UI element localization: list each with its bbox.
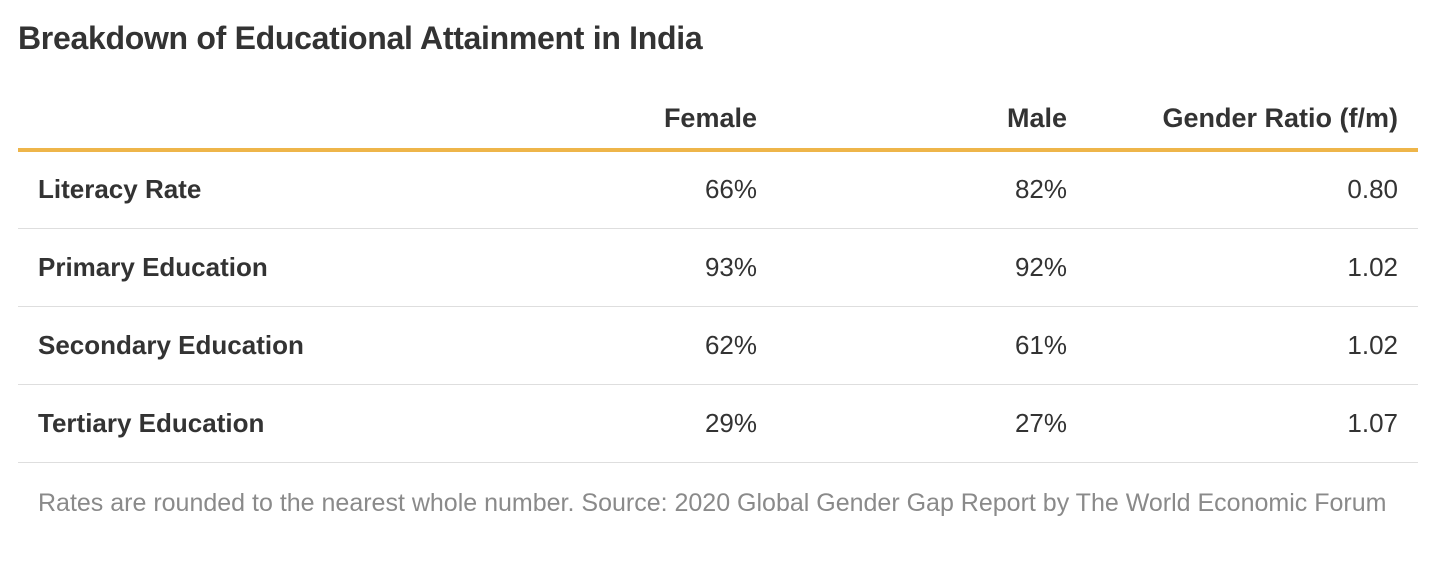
female-value: 29% <box>638 384 777 463</box>
male-value: 82% <box>777 150 1087 229</box>
source-note: Rates are rounded to the nearest whole n… <box>38 488 1387 517</box>
male-value: 27% <box>777 384 1087 463</box>
ratio-value: 1.02 <box>1087 306 1418 385</box>
table-row: Secondary Education 62% 61% 1.02 <box>18 306 1418 385</box>
ratio-value: 1.07 <box>1087 384 1418 463</box>
table-chart: Breakdown of Educational Attainment in I… <box>18 0 1418 521</box>
male-value: 92% <box>777 228 1087 307</box>
female-value: 66% <box>638 150 777 229</box>
attainment-table: Female Male Gender Ratio (f/m) Literacy … <box>18 94 1418 463</box>
chart-title: Breakdown of Educational Attainment in I… <box>18 20 703 56</box>
row-label: Primary Education <box>18 228 638 307</box>
table-row: Primary Education 93% 92% 1.02 <box>18 228 1418 307</box>
ratio-value: 0.80 <box>1087 150 1418 229</box>
male-value: 61% <box>777 306 1087 385</box>
column-header-male: Male <box>777 94 1087 152</box>
female-value: 93% <box>638 228 777 307</box>
column-header-label <box>18 94 638 152</box>
ratio-value: 1.02 <box>1087 228 1418 307</box>
table-header-row: Female Male Gender Ratio (f/m) <box>18 94 1418 152</box>
column-header-gender-ratio: Gender Ratio (f/m) <box>1087 94 1418 152</box>
row-label: Literacy Rate <box>18 150 638 229</box>
row-label: Secondary Education <box>18 306 638 385</box>
table-row: Literacy Rate 66% 82% 0.80 <box>18 150 1418 229</box>
column-header-female: Female <box>638 94 777 152</box>
row-label: Tertiary Education <box>18 384 638 463</box>
table-row: Tertiary Education 29% 27% 1.07 <box>18 384 1418 463</box>
female-value: 62% <box>638 306 777 385</box>
